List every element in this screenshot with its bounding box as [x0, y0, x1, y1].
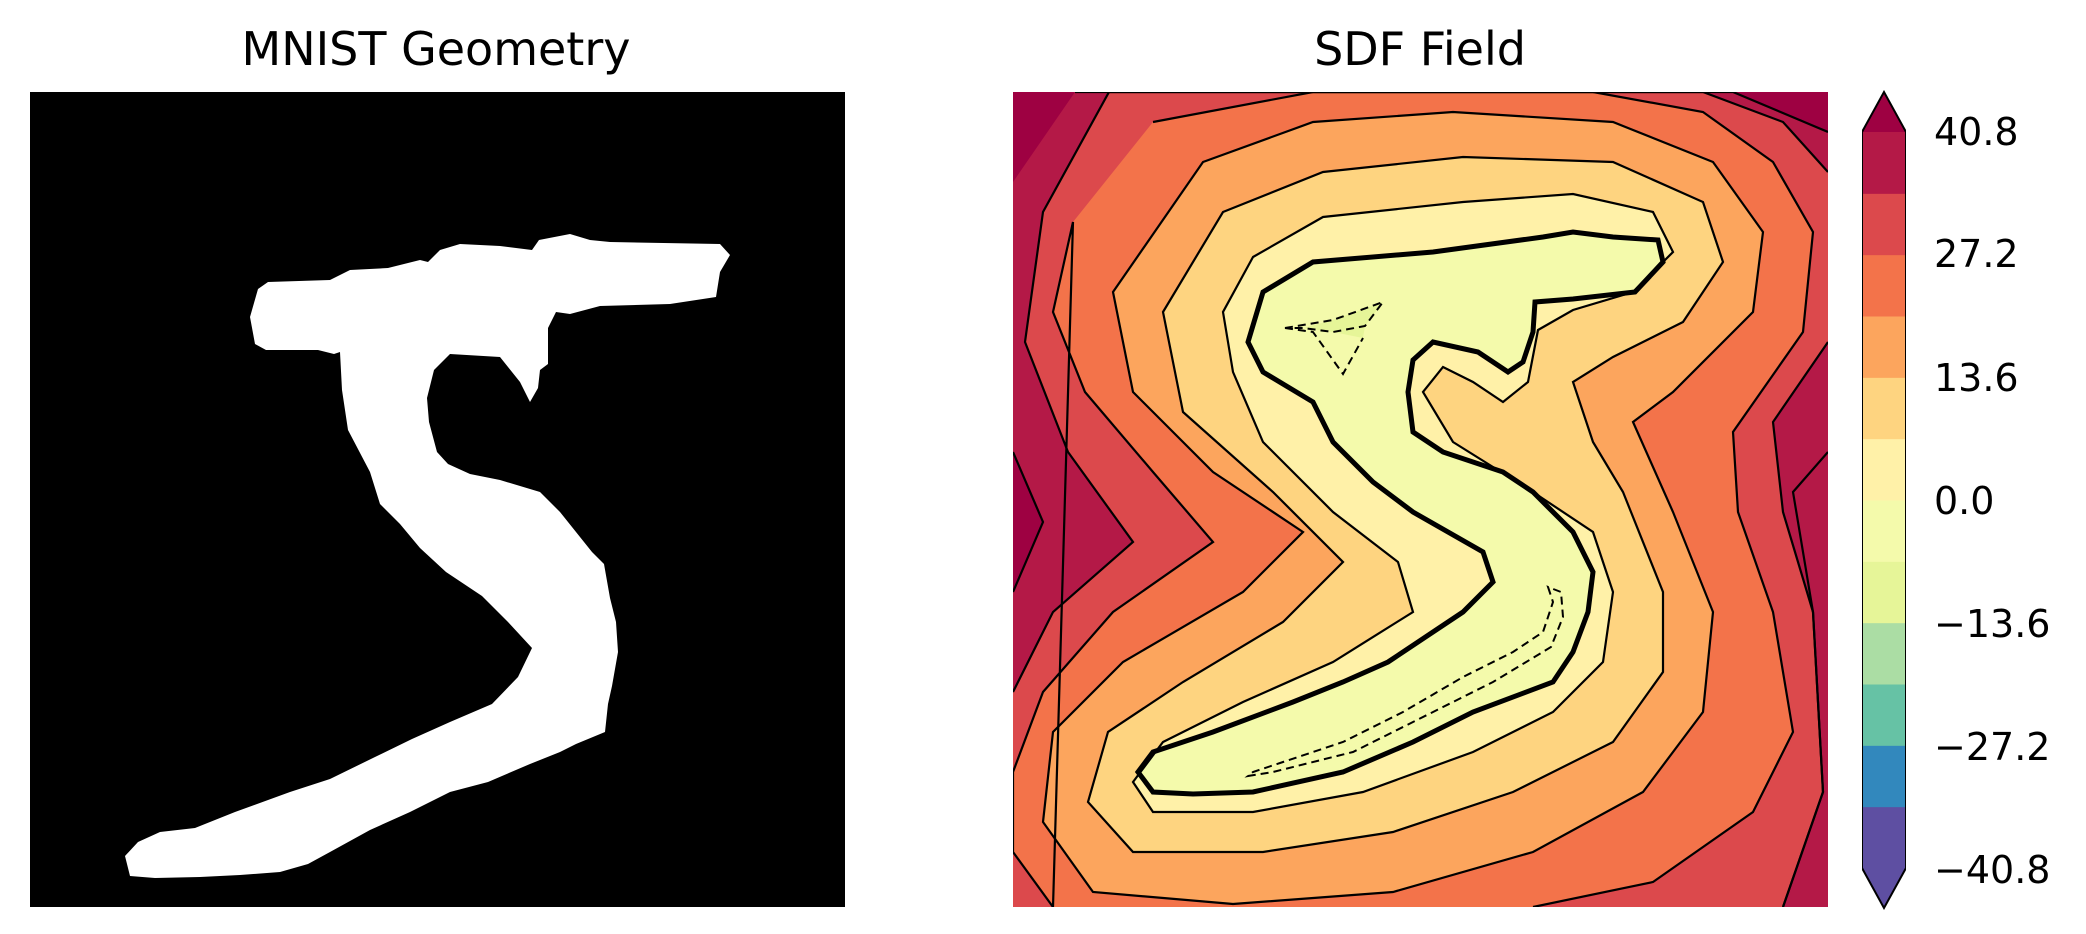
colorbar-tick-label: 0.0 [1934, 479, 1995, 523]
colorbar-tick-label: −13.6 [1934, 602, 2051, 646]
colorbar-segment [1862, 132, 1906, 194]
sdf-band-neg20-neg13 [1303, 302, 1383, 338]
colorbar-segment [1862, 377, 1906, 440]
mnist-geometry-image [30, 92, 845, 907]
colorbar-extend-max [1862, 92, 1906, 132]
digit-shape [125, 234, 730, 878]
colorbar-tick-label: 27.2 [1934, 232, 2019, 276]
sdf-field-title: SDF Field [1314, 22, 1526, 76]
sdf-negative-contours [1244, 299, 1565, 778]
colorbar-tick-label: 40.8 [1934, 110, 2019, 154]
sdf-zero-contour [1134, 229, 1666, 797]
sdf-field-plot [1013, 92, 1828, 907]
colorbar-segment [1862, 500, 1906, 562]
colorbar-segment [1862, 193, 1906, 256]
colorbar-segment [1862, 806, 1906, 869]
colorbar-segment [1862, 438, 1906, 501]
sdf-band-neg13-neg6 [1138, 232, 1663, 794]
sdf-colorbar [1862, 90, 1906, 910]
colorbar-segment [1862, 254, 1906, 317]
colorbar-segment [1862, 622, 1906, 685]
colorbar-extend-min [1862, 868, 1906, 908]
colorbar-segment [1862, 684, 1906, 746]
colorbar-tick-label: −40.8 [1934, 848, 2051, 892]
mnist-geometry-title: MNIST Geometry [241, 22, 631, 76]
colorbar-tick-label: −27.2 [1934, 725, 2051, 769]
colorbar-segment [1862, 745, 1906, 808]
colorbar-tick-label: 13.6 [1934, 356, 2019, 400]
colorbar-outline [1862, 90, 1906, 910]
colorbar-segment [1862, 316, 1906, 378]
colorbar-segment [1862, 561, 1906, 624]
